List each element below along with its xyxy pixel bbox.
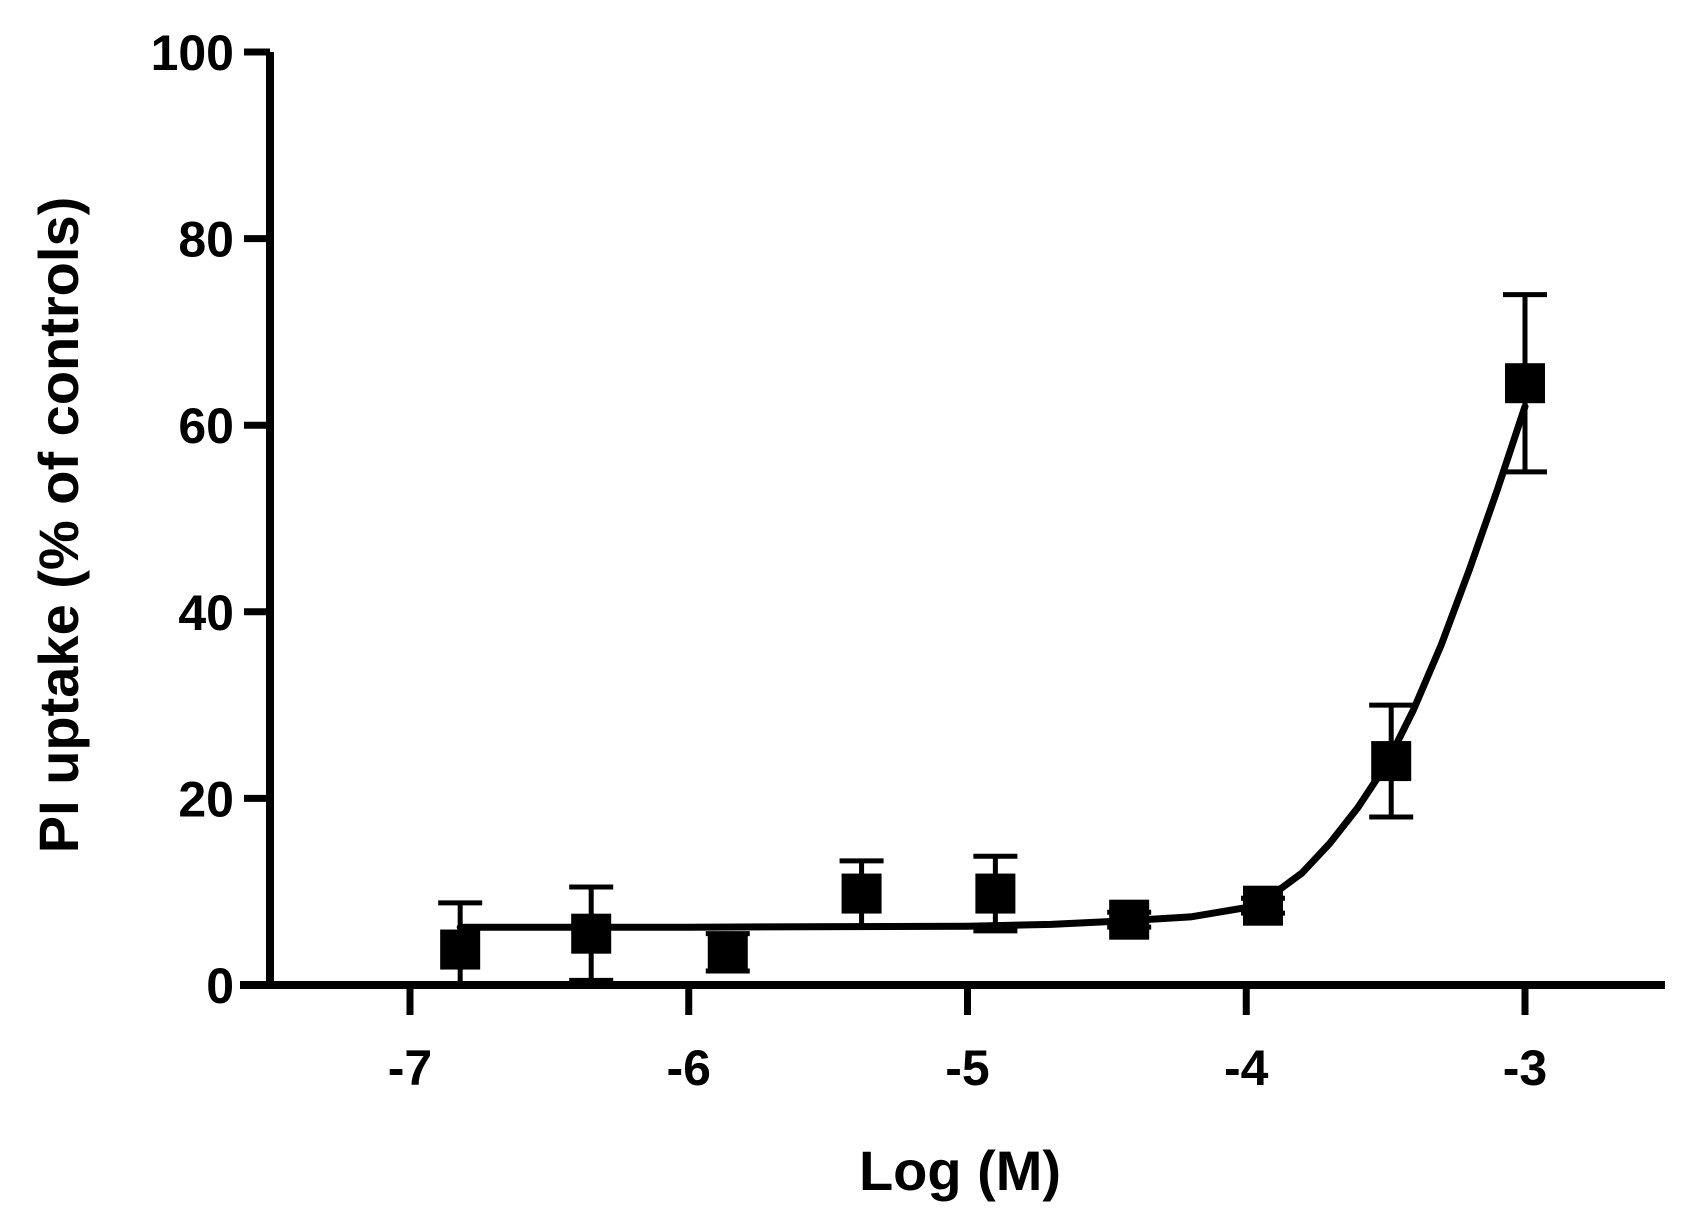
data-point-square [1371, 741, 1412, 782]
y-tick-label: 20 [178, 771, 234, 827]
data-point-square [975, 873, 1016, 914]
y-tick-label: 40 [178, 585, 234, 641]
data-points [440, 363, 1545, 973]
y-tick-label: 100 [151, 25, 234, 81]
x-tick-label: -4 [1224, 1040, 1269, 1096]
x-tick-label: -3 [1503, 1040, 1547, 1096]
y-axis-title: PI uptake (% of controls) [27, 197, 90, 854]
y-tick-label: 0 [206, 958, 234, 1014]
data-point-square [841, 873, 882, 914]
x-axis-title: Log (M) [859, 1139, 1061, 1202]
data-point-square [707, 932, 748, 973]
y-tick-label: 80 [178, 212, 234, 268]
y-tick-label: 60 [178, 398, 234, 454]
tick-labels: 0 20 40 60 80 100 -7 -6 -5 -4 -3 [151, 25, 1548, 1096]
fit-curve [456, 403, 1529, 931]
x-tick-label: -7 [388, 1040, 432, 1096]
data-point-square [571, 913, 612, 954]
axes [240, 48, 1665, 1015]
data-point-square [1505, 363, 1545, 404]
data-point-square [1109, 899, 1150, 940]
x-tick-label: -6 [667, 1040, 711, 1096]
data-point-square [440, 929, 481, 970]
fit-curve-group [456, 403, 1529, 931]
x-tick-label: -5 [945, 1040, 989, 1096]
data-point-square [1242, 885, 1283, 926]
